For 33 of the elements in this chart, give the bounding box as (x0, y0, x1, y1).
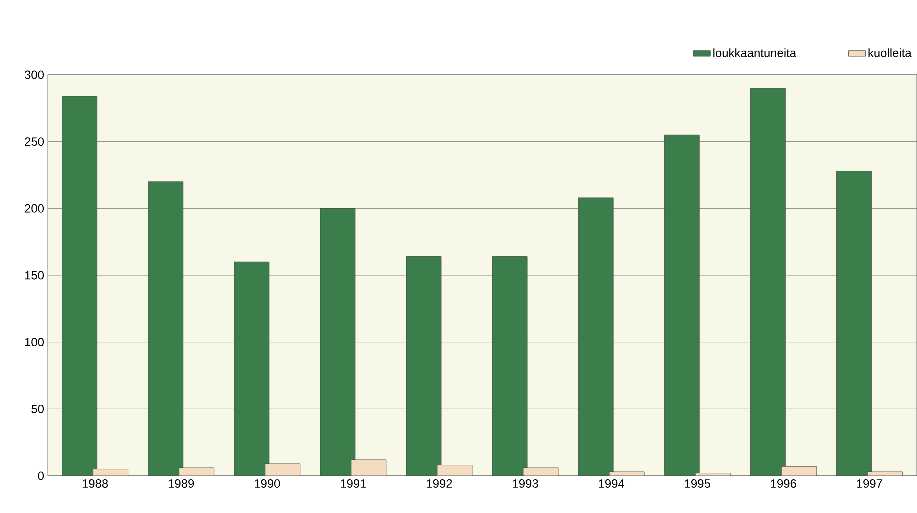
y-tick-label: 100 (25, 338, 44, 347)
x-tick-label: 1988 (82, 480, 108, 488)
bar (750, 88, 786, 476)
x-tick-label: 1993 (513, 480, 538, 488)
bar (492, 256, 528, 476)
bar (62, 96, 98, 476)
x-tick-label: 1991 (341, 480, 366, 488)
x-tick-label: 1996 (771, 480, 796, 488)
bar (664, 135, 700, 476)
legend-label: loukkaantuneita (714, 48, 797, 58)
y-tick-label: 250 (25, 138, 44, 146)
x-tick-label: 1989 (168, 480, 194, 488)
x-tick-label: 1995 (685, 480, 710, 488)
bar (836, 171, 872, 476)
bar (234, 262, 270, 476)
x-tick-label: 1997 (857, 480, 882, 488)
bar (437, 465, 472, 476)
y-tick-label: 50 (32, 404, 44, 414)
bar (406, 256, 442, 476)
y-tick-label: 0 (38, 472, 44, 480)
x-tick-label: 1992 (427, 480, 452, 488)
y-tick-label: 300 (24, 70, 44, 80)
bar (265, 464, 300, 476)
legend-label: kuolleita (868, 48, 912, 58)
bar (320, 208, 356, 476)
x-tick-label: 1990 (255, 480, 280, 488)
bar (351, 460, 386, 476)
y-tick-label: 150 (25, 271, 44, 280)
bar (148, 182, 184, 476)
bar (782, 466, 817, 476)
x-tick-label: 1994 (599, 480, 625, 488)
y-tick-label: 200 (25, 204, 44, 213)
bar (578, 198, 614, 476)
